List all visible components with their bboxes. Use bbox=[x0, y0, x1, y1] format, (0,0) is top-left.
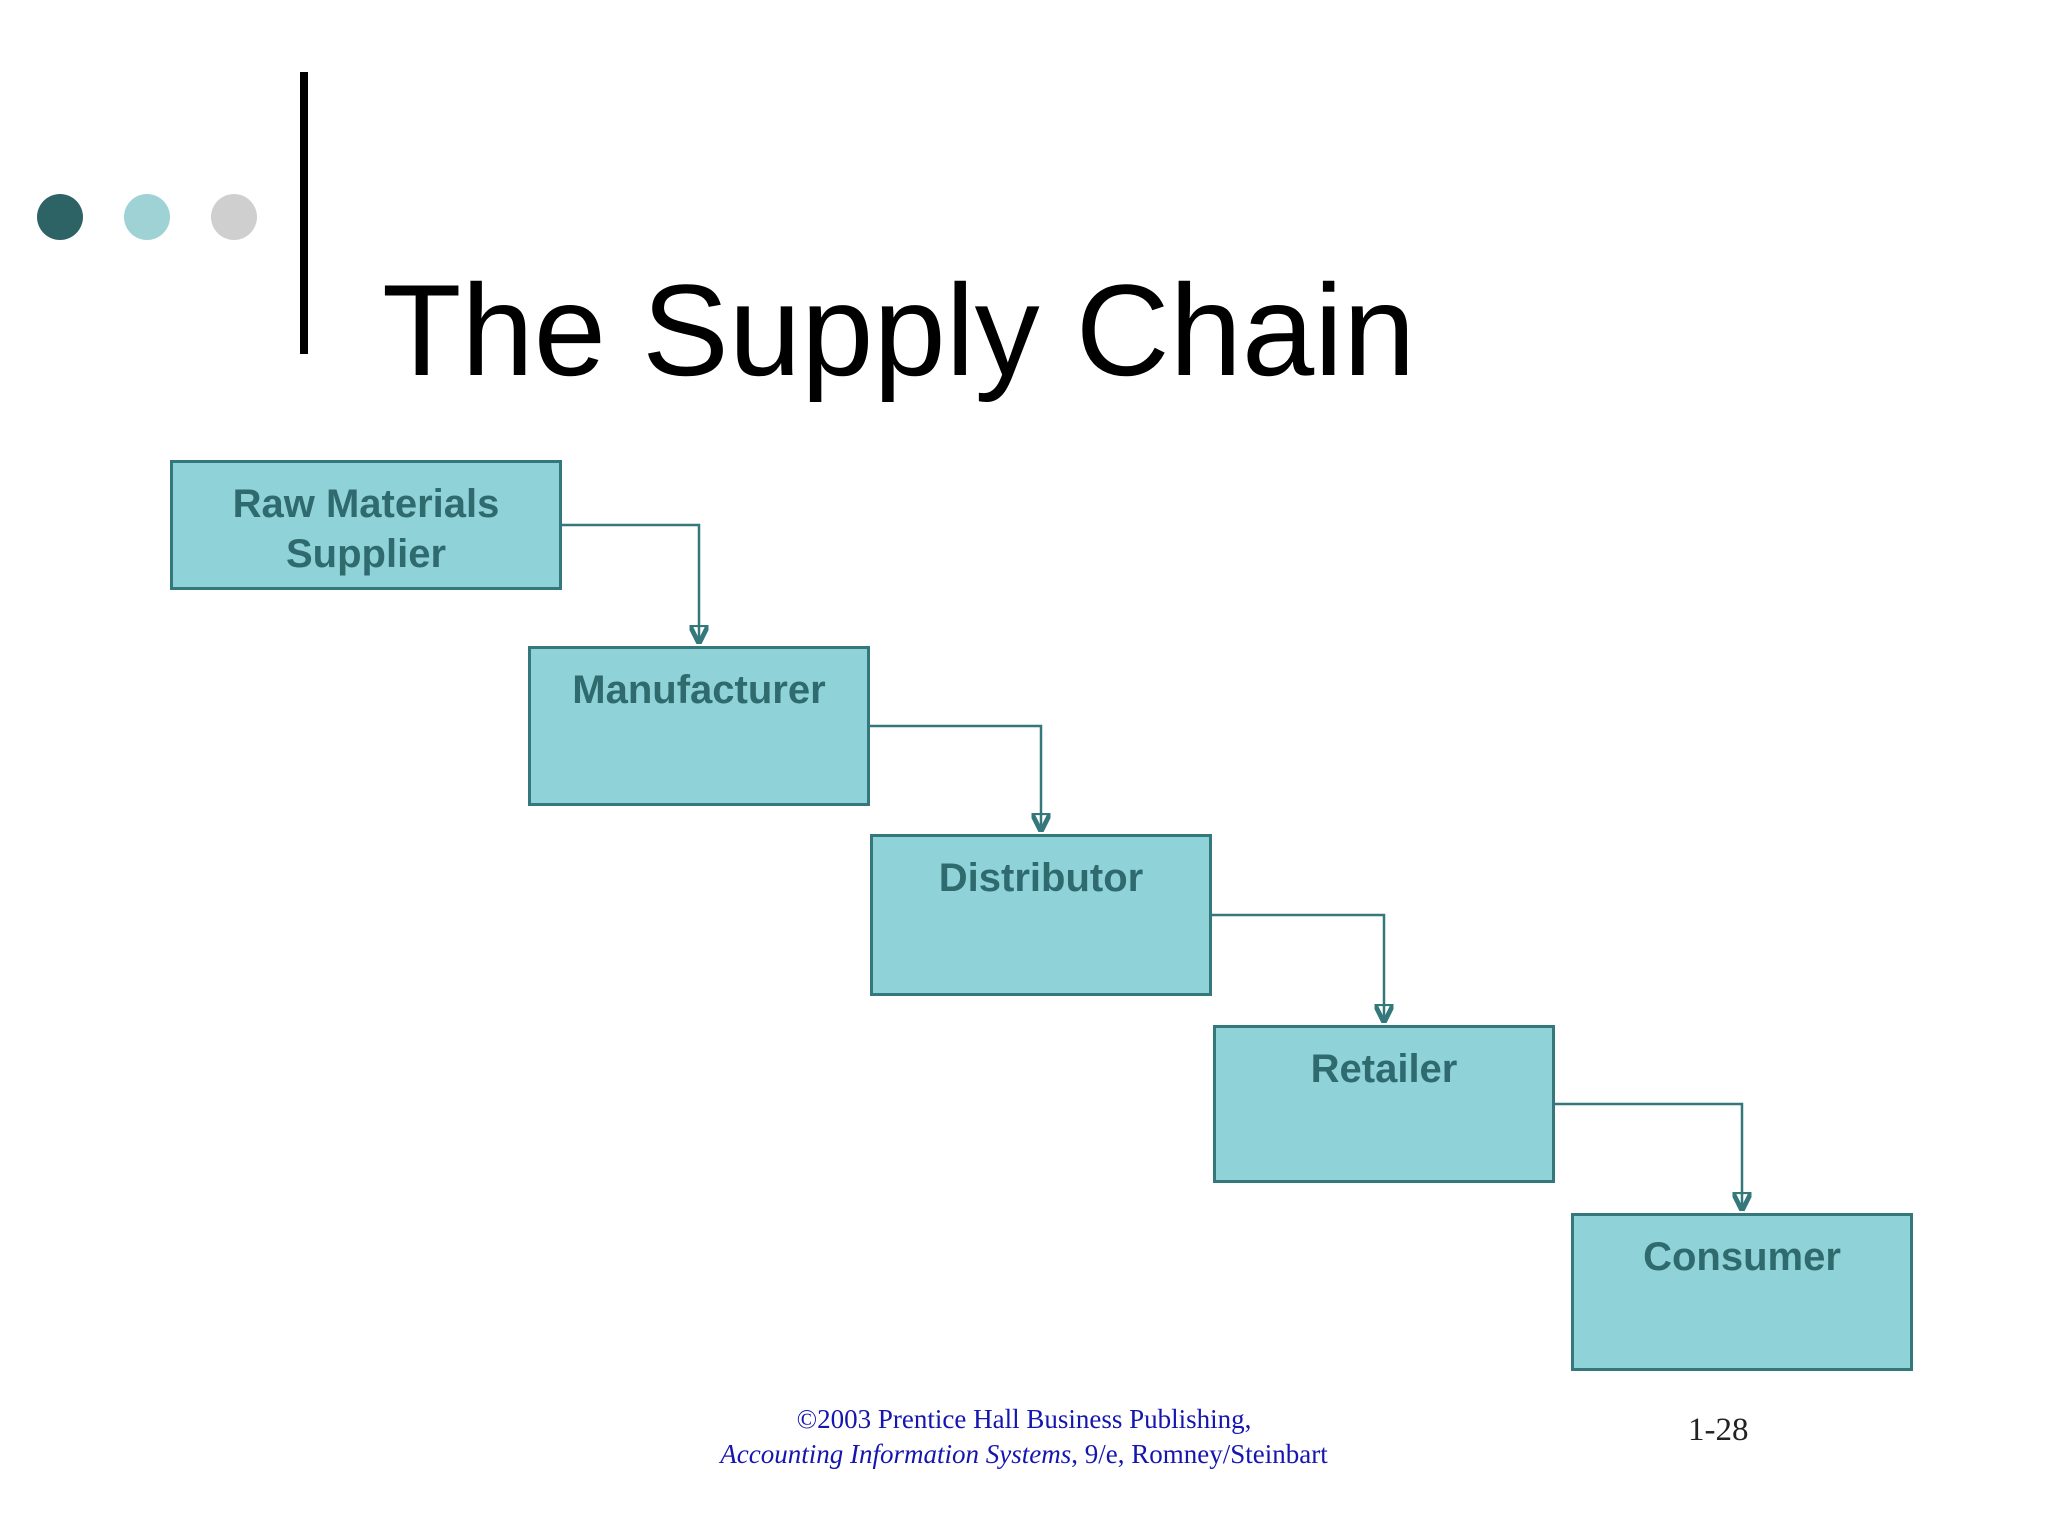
node-retailer: Retailer bbox=[1213, 1025, 1555, 1183]
node-distributor: Distributor bbox=[870, 834, 1212, 996]
connector-arrow-manufacturer-distributor bbox=[870, 724, 1041, 828]
node-raw-materials-supplier: Raw Materials Supplier bbox=[170, 460, 562, 590]
bullet-dot-medium-icon bbox=[124, 194, 170, 240]
connector-arrow-retailer-consumer bbox=[1555, 1102, 1742, 1207]
bullet-dot-dark-icon bbox=[37, 194, 83, 240]
footer-edition-authors: , 9/e, Romney/Steinbart bbox=[1071, 1439, 1328, 1470]
page-number: 1-28 bbox=[1688, 1412, 1749, 1448]
footer-credit: ©2003 Prentice Hall Business Publishing,… bbox=[0, 1402, 2048, 1472]
slide-title: The Supply Chain bbox=[382, 257, 1416, 404]
connector-arrow-distributor-retailer bbox=[1212, 913, 1384, 1019]
node-consumer: Consumer bbox=[1571, 1213, 1913, 1371]
footer-line-2: Accounting Information Systems, 9/e, Rom… bbox=[0, 1437, 2048, 1472]
connector-arrow-supplier-manufacturer bbox=[562, 523, 699, 640]
title-divider-bar bbox=[300, 72, 308, 354]
footer-line-1: ©2003 Prentice Hall Business Publishing, bbox=[796, 1404, 1252, 1434]
footer-book-title: Accounting Information Systems bbox=[720, 1439, 1072, 1470]
bullet-dot-light-icon bbox=[211, 194, 257, 240]
node-manufacturer: Manufacturer bbox=[528, 646, 870, 806]
